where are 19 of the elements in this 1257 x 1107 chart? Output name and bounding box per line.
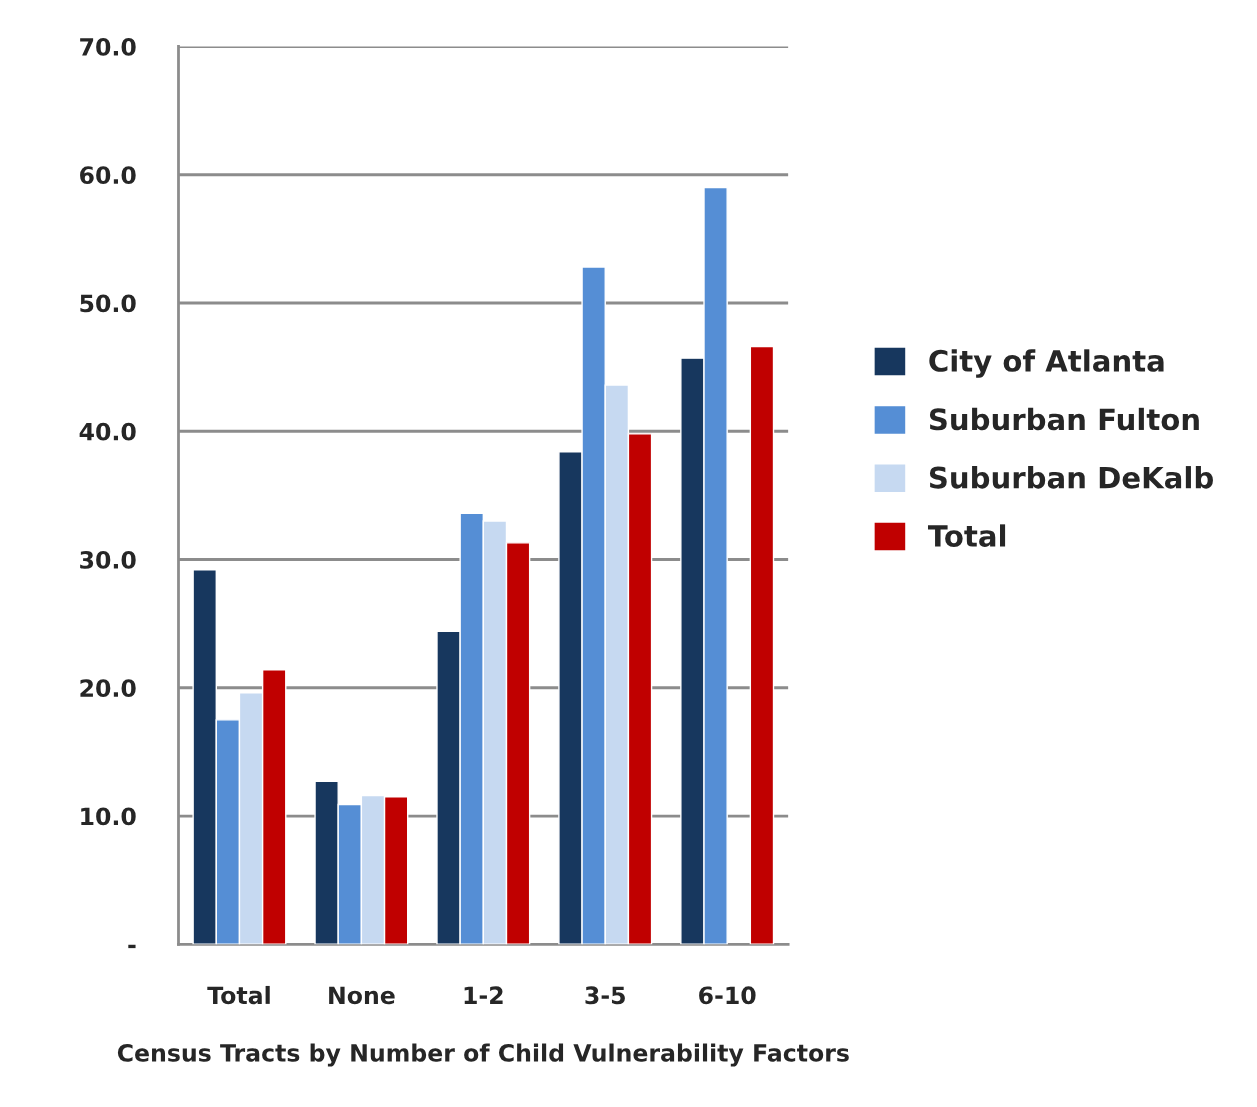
x-tick-label: 1-2 — [464, 986, 503, 1004]
x-axis-title: Census Tracts by Number of Child Vulnerability Factors — [117, 1043, 849, 1067]
bar — [749, 345, 775, 945]
y-tick-label: 50.0 — [80, 294, 136, 313]
x-tick-label: None — [329, 986, 395, 1005]
legend-label: Total — [927, 524, 1006, 547]
x-tick-label: Total — [207, 985, 270, 1005]
legend-label: City of Atlanta — [929, 349, 1164, 378]
y-tick-label: 70.0 — [80, 37, 136, 56]
legend-label: Suburban Fulton — [929, 407, 1199, 431]
y-tick-label: 60.0 — [80, 166, 136, 185]
y-tick-label: - — [128, 944, 136, 949]
y-tick-label: 30.0 — [80, 550, 136, 569]
y-tick-label: 20.0 — [80, 679, 136, 698]
legend-label: Suburban DeKalb — [929, 466, 1213, 489]
y-tick-label: 10.0 — [81, 807, 136, 826]
x-tick-label: 3-5 — [585, 986, 625, 1005]
x-tick-label: 6-10 — [699, 986, 756, 1005]
y-tick-label: 40.0 — [79, 422, 136, 441]
